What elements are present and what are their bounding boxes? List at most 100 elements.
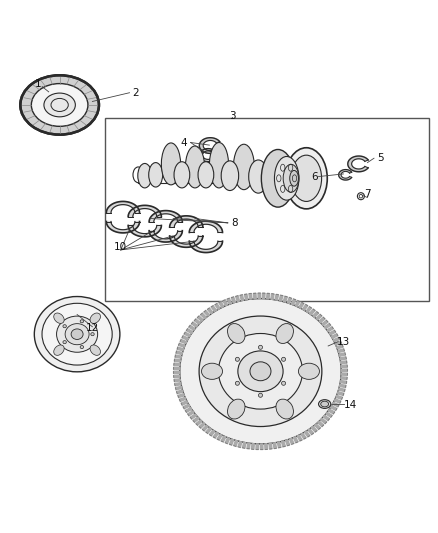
Polygon shape [128, 225, 161, 237]
Ellipse shape [238, 351, 283, 392]
Ellipse shape [65, 324, 89, 345]
Polygon shape [197, 316, 203, 321]
Polygon shape [299, 302, 304, 308]
Polygon shape [267, 293, 269, 299]
Polygon shape [247, 443, 250, 449]
Ellipse shape [219, 334, 303, 409]
Polygon shape [308, 429, 314, 434]
Polygon shape [328, 409, 335, 414]
Polygon shape [262, 293, 265, 298]
Polygon shape [240, 295, 244, 301]
Polygon shape [339, 388, 345, 392]
Polygon shape [332, 402, 339, 407]
Polygon shape [201, 149, 217, 161]
Polygon shape [194, 319, 201, 324]
Polygon shape [265, 444, 268, 449]
Polygon shape [341, 365, 347, 367]
Ellipse shape [291, 155, 321, 201]
Ellipse shape [54, 313, 64, 324]
Text: 12: 12 [86, 322, 99, 333]
Polygon shape [319, 317, 325, 322]
Polygon shape [236, 296, 240, 302]
Polygon shape [189, 221, 223, 232]
Text: 5: 5 [377, 153, 384, 163]
Ellipse shape [54, 345, 64, 356]
Ellipse shape [63, 325, 66, 328]
Polygon shape [219, 302, 224, 308]
Polygon shape [177, 347, 184, 351]
Polygon shape [227, 298, 232, 304]
Polygon shape [337, 392, 344, 395]
Ellipse shape [298, 363, 319, 379]
Circle shape [258, 393, 262, 397]
Circle shape [235, 357, 240, 361]
Polygon shape [177, 390, 183, 394]
Ellipse shape [276, 399, 293, 419]
Polygon shape [290, 438, 294, 445]
Polygon shape [223, 300, 228, 306]
Polygon shape [178, 394, 184, 398]
Ellipse shape [321, 401, 328, 407]
Ellipse shape [249, 160, 268, 193]
Ellipse shape [44, 93, 75, 117]
Polygon shape [335, 341, 342, 345]
Polygon shape [233, 440, 238, 446]
Polygon shape [175, 383, 181, 386]
Polygon shape [211, 306, 216, 311]
Polygon shape [193, 417, 199, 422]
Polygon shape [322, 320, 328, 326]
Ellipse shape [80, 320, 84, 323]
Polygon shape [329, 330, 336, 335]
Polygon shape [173, 372, 180, 374]
Polygon shape [190, 414, 197, 419]
Polygon shape [287, 297, 292, 303]
Polygon shape [170, 216, 203, 227]
Ellipse shape [91, 333, 94, 336]
Polygon shape [202, 425, 208, 431]
Polygon shape [256, 444, 258, 449]
Polygon shape [106, 222, 140, 233]
Polygon shape [293, 437, 298, 443]
Polygon shape [326, 413, 332, 417]
Text: 1: 1 [35, 79, 41, 89]
Polygon shape [283, 296, 287, 302]
Polygon shape [341, 369, 347, 372]
Polygon shape [217, 434, 222, 440]
Polygon shape [199, 138, 220, 154]
Polygon shape [348, 156, 368, 172]
Polygon shape [209, 430, 215, 436]
Polygon shape [281, 441, 286, 447]
Polygon shape [291, 299, 296, 305]
Polygon shape [303, 304, 308, 310]
Polygon shape [340, 381, 346, 384]
Ellipse shape [283, 164, 299, 192]
Polygon shape [332, 334, 338, 338]
Polygon shape [311, 426, 317, 432]
Polygon shape [201, 313, 206, 319]
Ellipse shape [227, 324, 245, 343]
Text: 2: 2 [133, 88, 139, 98]
Polygon shape [295, 301, 300, 306]
Ellipse shape [261, 149, 294, 207]
Polygon shape [336, 345, 343, 349]
Polygon shape [340, 361, 347, 364]
Polygon shape [231, 297, 236, 303]
Text: 7: 7 [364, 189, 371, 199]
Polygon shape [170, 236, 203, 247]
Polygon shape [297, 435, 302, 441]
Ellipse shape [63, 341, 66, 344]
Polygon shape [330, 406, 337, 410]
Polygon shape [254, 293, 256, 299]
Polygon shape [149, 211, 182, 222]
Ellipse shape [80, 345, 84, 349]
Polygon shape [338, 349, 344, 352]
Ellipse shape [180, 298, 341, 444]
Polygon shape [174, 359, 181, 362]
Polygon shape [183, 405, 190, 409]
Polygon shape [208, 308, 213, 314]
Text: 6: 6 [312, 172, 318, 182]
Polygon shape [314, 424, 321, 430]
Polygon shape [277, 442, 281, 448]
Polygon shape [304, 431, 310, 437]
Polygon shape [273, 443, 276, 449]
